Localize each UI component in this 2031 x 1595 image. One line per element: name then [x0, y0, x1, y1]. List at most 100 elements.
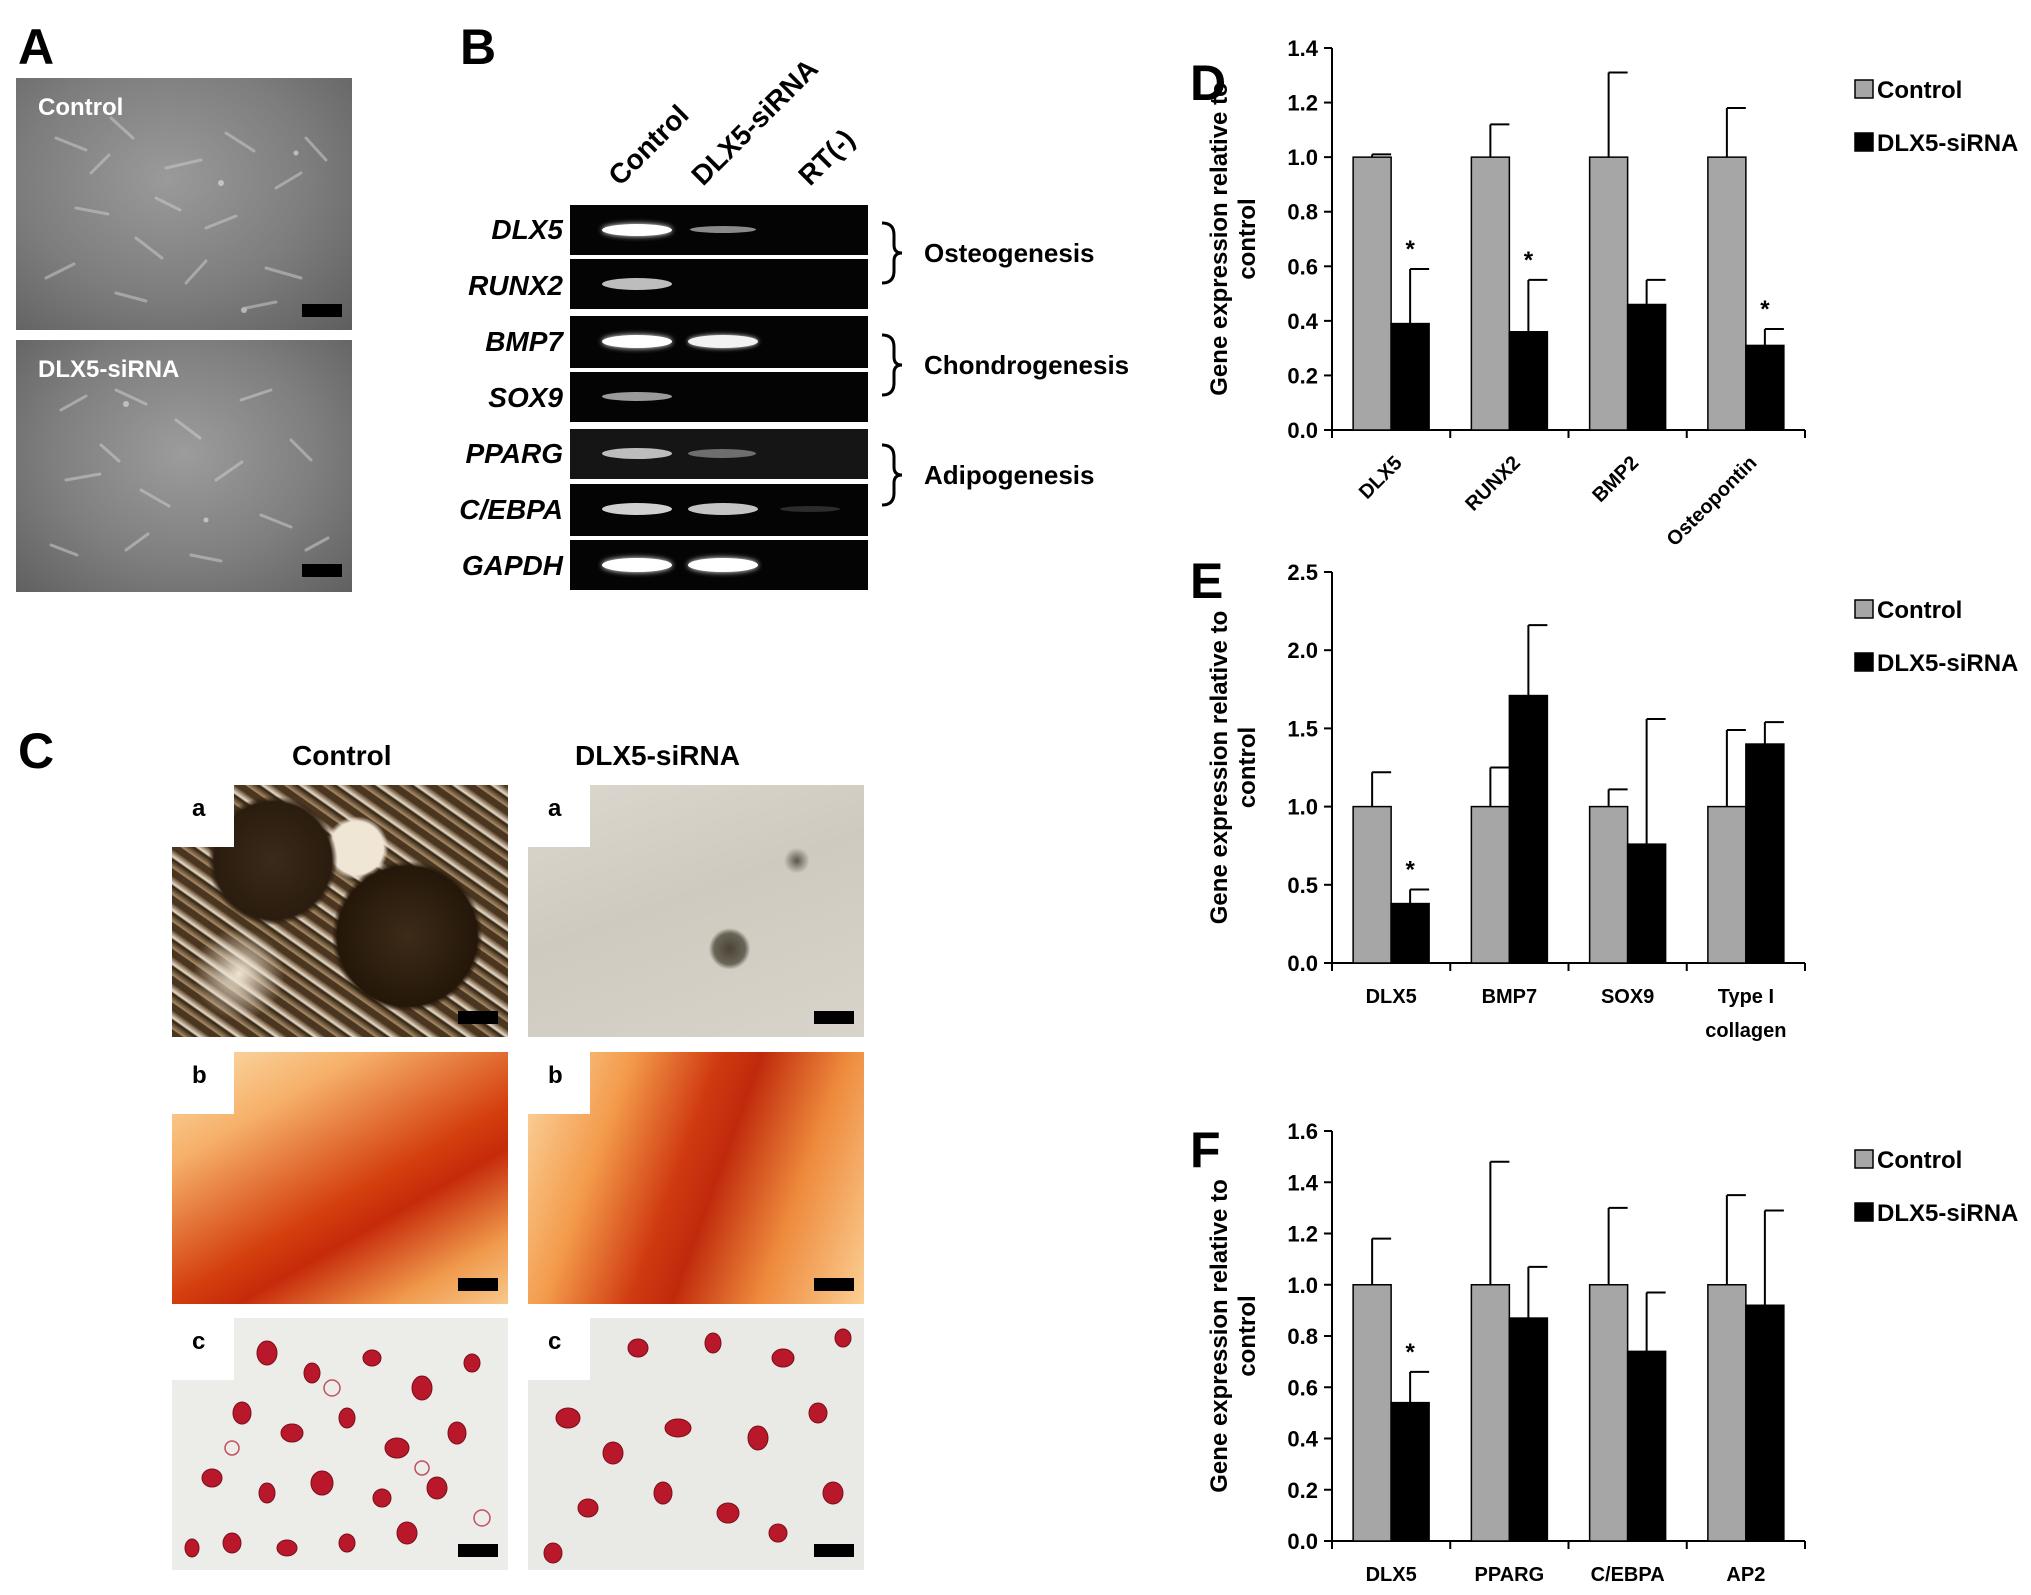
- y-tick-label: 0.6: [1287, 254, 1318, 279]
- x-category-label: DLX5: [1366, 986, 1417, 1008]
- y-tick-label: 0.5: [1287, 873, 1318, 898]
- bar-dlx5-sirna: [1745, 743, 1785, 964]
- gel-row-runx2: [570, 259, 868, 309]
- y-tick-label: 1.4: [1287, 1170, 1318, 1195]
- y-tick-label: 1.0: [1287, 1273, 1318, 1298]
- bar-dlx5-sirna: [1626, 843, 1667, 964]
- sub-label: b: [528, 1052, 590, 1114]
- bar-control: [1707, 805, 1747, 964]
- stain-a-control: a: [172, 785, 508, 1037]
- column-header-sirna: DLX5-siRNA: [575, 740, 740, 771]
- x-category-label: Type I: [1718, 986, 1774, 1008]
- x-category-label: PPARG: [1475, 1564, 1545, 1586]
- sub-label: c: [528, 1318, 590, 1380]
- bar-control: [1470, 805, 1511, 964]
- panel-letter-e: E: [1190, 553, 1223, 609]
- sub-label: a: [172, 785, 234, 847]
- gel-band: [602, 558, 672, 572]
- bar-dlx5-sirna: [1626, 303, 1667, 431]
- bar-dlx5-sirna: [1390, 1401, 1430, 1542]
- x-category-label: collagen: [1705, 1020, 1786, 1042]
- y-axis-label: control: [1234, 198, 1261, 279]
- gel-row-gapdh: [570, 540, 868, 590]
- significance-marker: *: [1405, 236, 1415, 263]
- legend-label-dlx5-sirna: DLX5-siRNA: [1877, 1200, 2018, 1227]
- gene-label-dlx5: DLX5: [491, 214, 563, 245]
- sub-label: c: [172, 1318, 234, 1380]
- legend-label-control: Control: [1877, 597, 1962, 624]
- y-tick-label: 0.8: [1287, 1324, 1318, 1349]
- legend-swatch-dlx5-sirna: [1854, 652, 1874, 672]
- x-category-label: AP2: [1726, 1564, 1765, 1586]
- bar-control: [1352, 805, 1392, 964]
- scale-bar: [458, 1011, 498, 1024]
- bar-dlx5-sirna: [1390, 322, 1430, 431]
- legend-label-control: Control: [1877, 77, 1962, 104]
- gel-row-bmp7: [570, 316, 868, 368]
- sub-label: a: [528, 785, 590, 847]
- lipid-droplets: [184, 1340, 491, 1558]
- group-label-adipogenesis: Adipogenesis: [924, 460, 1095, 490]
- y-tick-label: 0.0: [1287, 951, 1318, 976]
- y-tick-label: 0.4: [1287, 1427, 1318, 1452]
- micrograph-a-sirna: DLX5-siRNA: [16, 340, 352, 592]
- scale-bar: [814, 1544, 854, 1557]
- brace-adipogenesis: [881, 443, 903, 507]
- scale-bar: [458, 1278, 498, 1291]
- gene-label-gapdh: GAPDH: [461, 550, 563, 581]
- legend-swatch-control: [1854, 79, 1874, 99]
- y-axis-label: control: [1234, 727, 1261, 808]
- legend-swatch-control: [1854, 1149, 1874, 1169]
- gel-band: [602, 278, 672, 290]
- y-tick-label: 1.4: [1287, 36, 1318, 61]
- group-label-chondrogenesis: Chondrogenesis: [924, 350, 1130, 380]
- bar-control: [1707, 1284, 1747, 1542]
- gel-band: [602, 335, 672, 348]
- gel-band: [688, 335, 758, 348]
- y-axis-label: Gene expression relative to: [1206, 82, 1233, 395]
- legend-swatch-dlx5-sirna: [1854, 1202, 1874, 1222]
- gene-label-pparg: PPARG: [465, 438, 564, 469]
- y-tick-label: 0.8: [1287, 200, 1318, 225]
- y-tick-label: 1.0: [1287, 795, 1318, 820]
- group-braces: [881, 221, 903, 507]
- bar-control: [1588, 805, 1629, 964]
- gene-label-bmp7: BMP7: [485, 326, 563, 357]
- legend-swatch-control: [1854, 599, 1874, 619]
- legend-label-control: Control: [1877, 1147, 1962, 1174]
- bar-control: [1707, 156, 1747, 431]
- micro-label-sirna: DLX5-siRNA: [38, 356, 180, 383]
- stain-a-sirna: a: [528, 785, 864, 1037]
- gel-band: [602, 224, 672, 236]
- gel-band: [602, 448, 672, 459]
- gel-band: [688, 503, 758, 515]
- significance-marker: *: [1524, 247, 1534, 274]
- bar-dlx5-sirna: [1626, 1350, 1667, 1542]
- x-category-label: DLX5: [1355, 452, 1407, 504]
- y-axis-label: control: [1234, 1295, 1261, 1376]
- stain-b-sirna: b: [528, 1052, 864, 1304]
- bar-dlx5-sirna: [1745, 344, 1785, 431]
- bar-dlx5-sirna: [1508, 1317, 1549, 1542]
- micro-label-control: Control: [38, 94, 124, 121]
- x-category-label: BMP7: [1482, 986, 1538, 1008]
- bar-dlx5-sirna: [1390, 902, 1430, 964]
- brace-osteogenesis: [881, 221, 903, 285]
- bar-control: [1588, 156, 1629, 431]
- x-category-label: BMP2: [1588, 452, 1643, 507]
- x-category-label: C/EBPA: [1591, 1564, 1665, 1586]
- sub-label: b: [172, 1052, 234, 1114]
- y-tick-label: 1.5: [1287, 716, 1318, 741]
- y-tick-label: 0.0: [1287, 1529, 1318, 1554]
- cell-texture: [49, 388, 330, 563]
- y-tick-label: 0.0: [1287, 418, 1318, 443]
- y-tick-label: 2.0: [1287, 638, 1318, 663]
- gel-row-dlx5: [570, 205, 868, 255]
- panel-letter-a: A: [18, 19, 55, 75]
- gel-row-pparg: [570, 429, 868, 479]
- gel-band: [602, 503, 672, 515]
- significance-marker: *: [1405, 1339, 1415, 1366]
- gel-row-sox9: [570, 372, 868, 422]
- x-category-label: DLX5: [1366, 1564, 1417, 1586]
